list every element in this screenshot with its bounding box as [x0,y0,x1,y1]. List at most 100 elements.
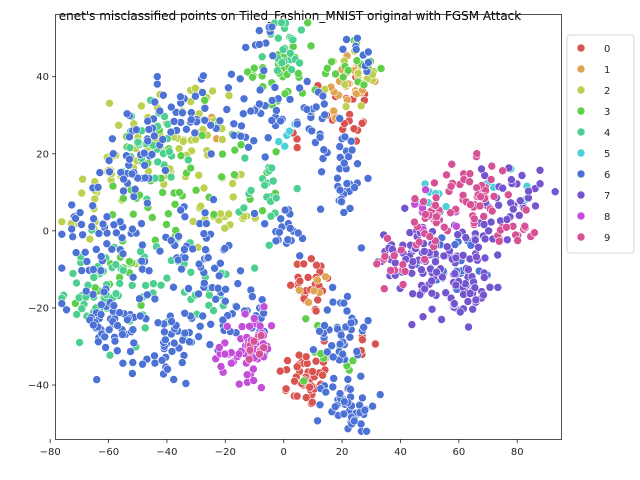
point-class-6 [330,402,340,412]
legend-marker-8 [576,211,586,221]
point-class-9 [259,343,269,353]
point-class-2 [228,192,238,202]
point-class-4 [75,338,84,347]
point-class-6 [150,351,159,361]
point-class-6 [167,317,176,326]
point-class-8 [245,321,254,331]
point-class-6 [363,316,373,325]
point-class-4 [285,48,295,58]
point-class-7 [451,280,461,290]
point-class-3 [218,149,227,159]
point-class-6 [159,91,168,100]
point-class-2 [208,86,217,96]
point-class-7 [441,288,451,298]
point-class-9 [419,197,428,206]
plot-frame [55,14,562,440]
point-class-7 [455,307,465,317]
point-class-6 [96,266,106,275]
point-class-7 [502,235,512,245]
point-class-6 [292,119,302,129]
point-class-9 [379,284,389,294]
point-class-7 [458,251,468,260]
point-class-6 [375,390,385,399]
point-class-6 [295,251,305,261]
point-class-3 [186,163,195,173]
point-class-2 [199,183,209,193]
point-class-6 [309,345,318,355]
point-class-9 [487,161,497,171]
point-class-6 [108,134,117,144]
point-class-6 [140,161,149,170]
point-class-4 [250,263,259,273]
point-class-6 [260,219,270,228]
point-class-6 [350,183,359,192]
point-class-6 [351,45,361,54]
point-class-6 [99,287,109,297]
point-class-6 [254,26,264,35]
point-class-9 [487,206,497,216]
point-class-6 [80,248,90,257]
point-class-6 [177,264,186,274]
point-class-6 [122,109,132,119]
point-class-7 [485,282,495,292]
point-class-9 [469,214,479,224]
legend-label-3: 3 [604,107,610,118]
point-class-7 [461,233,471,242]
point-class-6 [129,192,139,201]
point-class-6 [57,230,67,239]
point-class-0 [312,260,321,270]
point-class-8 [452,222,461,231]
point-class-6 [71,248,81,257]
point-class-6 [255,40,264,49]
point-class-6 [82,257,92,266]
point-class-7 [427,304,437,314]
point-class-8 [257,383,266,392]
point-class-9 [431,201,440,210]
point-class-6 [128,369,137,378]
point-class-2 [174,144,184,153]
point-class-7 [498,183,508,193]
point-class-7 [408,257,418,266]
point-class-6 [263,133,273,142]
point-class-2 [220,223,230,233]
point-class-6 [117,233,127,243]
point-class-7 [474,243,483,252]
point-class-4 [260,180,270,190]
point-class-0 [295,276,305,286]
point-class-6 [95,168,105,177]
x-tick-label: −60 [98,447,119,458]
point-class-6 [128,358,138,367]
point-class-7 [408,289,418,299]
point-class-3 [322,64,332,73]
point-class-6 [104,156,114,165]
point-class-6 [267,22,277,32]
point-class-6 [250,209,259,218]
point-class-6 [167,347,177,356]
point-class-7 [484,226,493,236]
y-tick-label: 20 [36,149,49,160]
point-class-3 [352,56,362,65]
point-class-2 [85,234,95,244]
point-class-2 [77,188,86,198]
point-class-6 [180,245,189,254]
point-class-6 [257,295,267,305]
point-class-6 [342,179,352,188]
point-class-3 [236,140,246,149]
point-class-4 [118,266,128,275]
legend-label-1: 1 [604,65,610,76]
point-class-6 [339,298,349,308]
point-class-6 [62,305,71,315]
point-class-7 [493,283,503,292]
point-class-6 [321,387,331,397]
point-class-6 [315,326,324,336]
point-class-6 [328,352,338,362]
point-class-8 [267,321,276,331]
point-class-8 [215,343,224,352]
legend-label-9: 9 [604,233,610,244]
point-class-6 [346,318,356,328]
point-class-4 [141,281,150,290]
point-class-4 [278,45,288,55]
point-class-6 [118,330,127,339]
point-class-6 [353,33,362,43]
point-class-4 [72,310,81,319]
